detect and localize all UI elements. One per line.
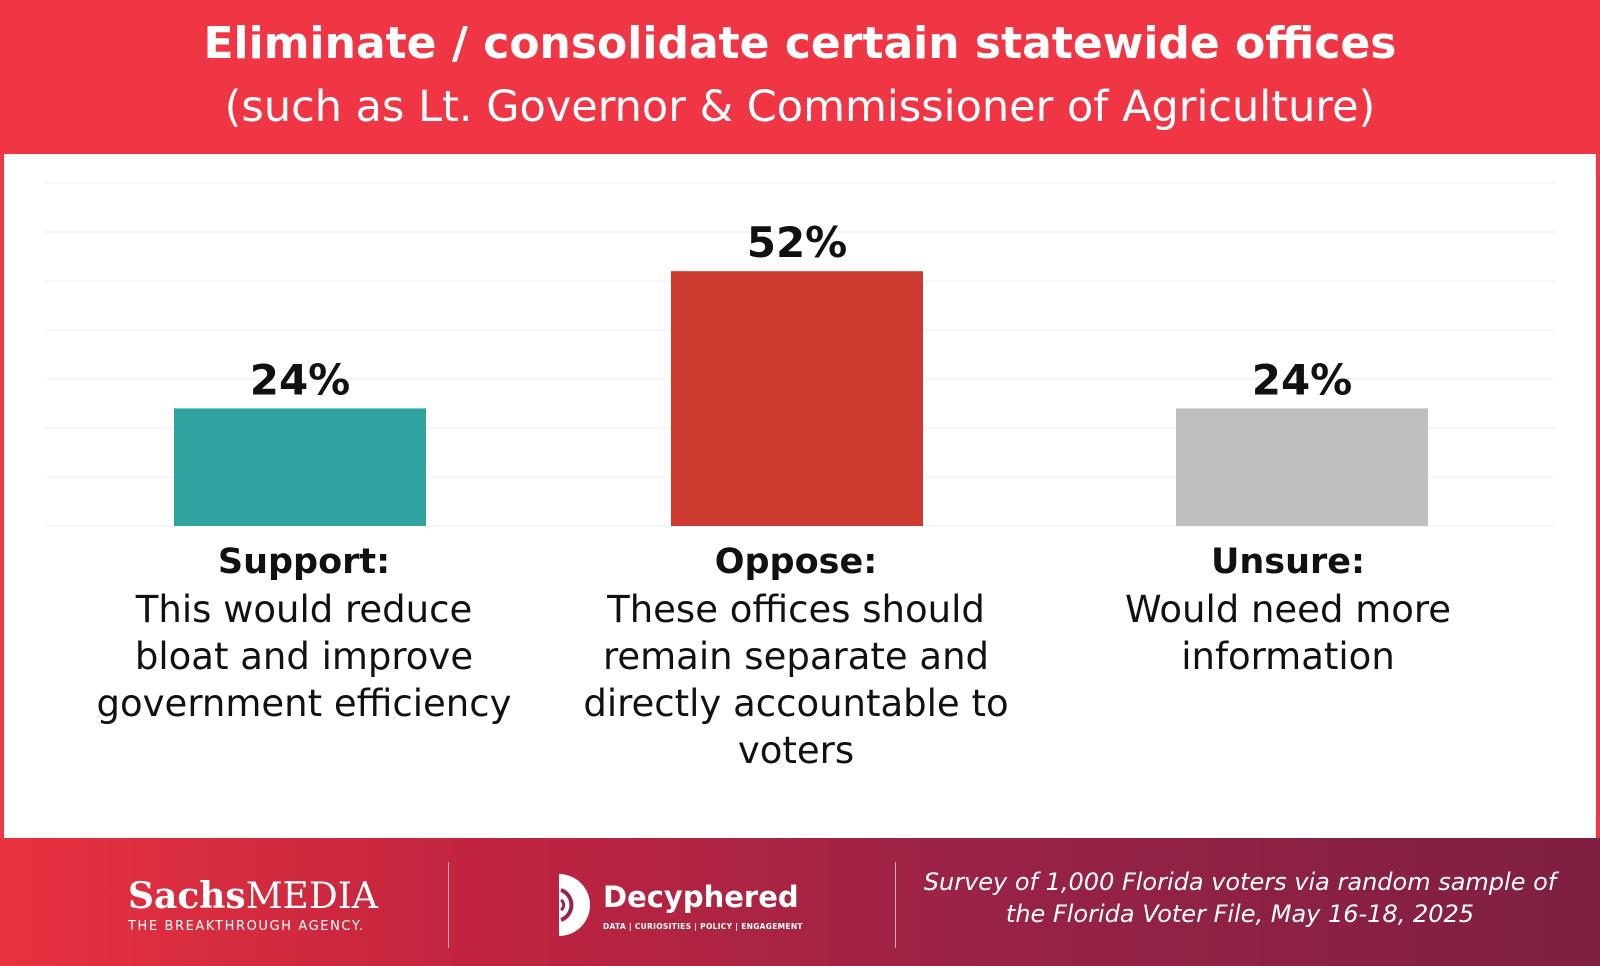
value-label-support: 24% [250, 355, 351, 404]
category-label-oppose: Oppose: [714, 542, 878, 582]
bar-oppose [671, 271, 923, 526]
sachs-brand-bold: Sachs [128, 875, 246, 917]
category-unsure: Unsure: Would need more information [1068, 540, 1508, 680]
survey-source-note: Survey of 1,000 Florida voters via rando… [923, 868, 1557, 928]
decyphered-icon [559, 874, 590, 936]
decyphered-tagline: DATA | CURIOSITIES | POLICY | ENGAGEMENT [603, 922, 803, 931]
category-description-unsure: Would need more information [1124, 588, 1452, 678]
category-description-support: This would reduce bloat and improve gove… [96, 588, 512, 725]
footer: SachsMEDIA THE BREAKTHROUGH AGENCY. Decy… [0, 838, 1600, 966]
category-description-oppose: These offices should remain separate and… [583, 588, 1009, 772]
bar-chart: 24% 52% 24% [44, 182, 1556, 527]
category-support: Support: This would reduce bloat and imp… [84, 540, 524, 727]
decyphered-name: Decyphered [603, 880, 799, 914]
chart-subtitle: (such as Lt. Governor & Commissioner of … [224, 82, 1376, 132]
category-label-support: Support: [217, 542, 391, 582]
sachs-brand-rest: MEDIA [245, 876, 378, 917]
footer-divider [448, 862, 449, 948]
value-label-oppose: 52% [747, 218, 848, 267]
chart-title: Eliminate / consolidate certain statewid… [203, 18, 1397, 69]
chart-panel: 24% 52% 24% Support: This would reduce blo… [4, 154, 1596, 838]
value-label-unsure: 24% [1252, 355, 1353, 404]
category-oppose: Oppose: These offices should remain sepa… [576, 540, 1016, 774]
sachs-tagline: THE BREAKTHROUGH AGENCY. [128, 919, 365, 934]
bar-support [174, 408, 426, 526]
chart-header: Eliminate / consolidate certain statewid… [0, 0, 1600, 154]
sachs-media-logo: SachsMEDIA THE BREAKTHROUGH AGENCY. [128, 876, 378, 934]
footer-divider [895, 862, 896, 948]
category-label-unsure: Unsure: [1210, 542, 1366, 582]
bar-unsure [1176, 408, 1428, 526]
